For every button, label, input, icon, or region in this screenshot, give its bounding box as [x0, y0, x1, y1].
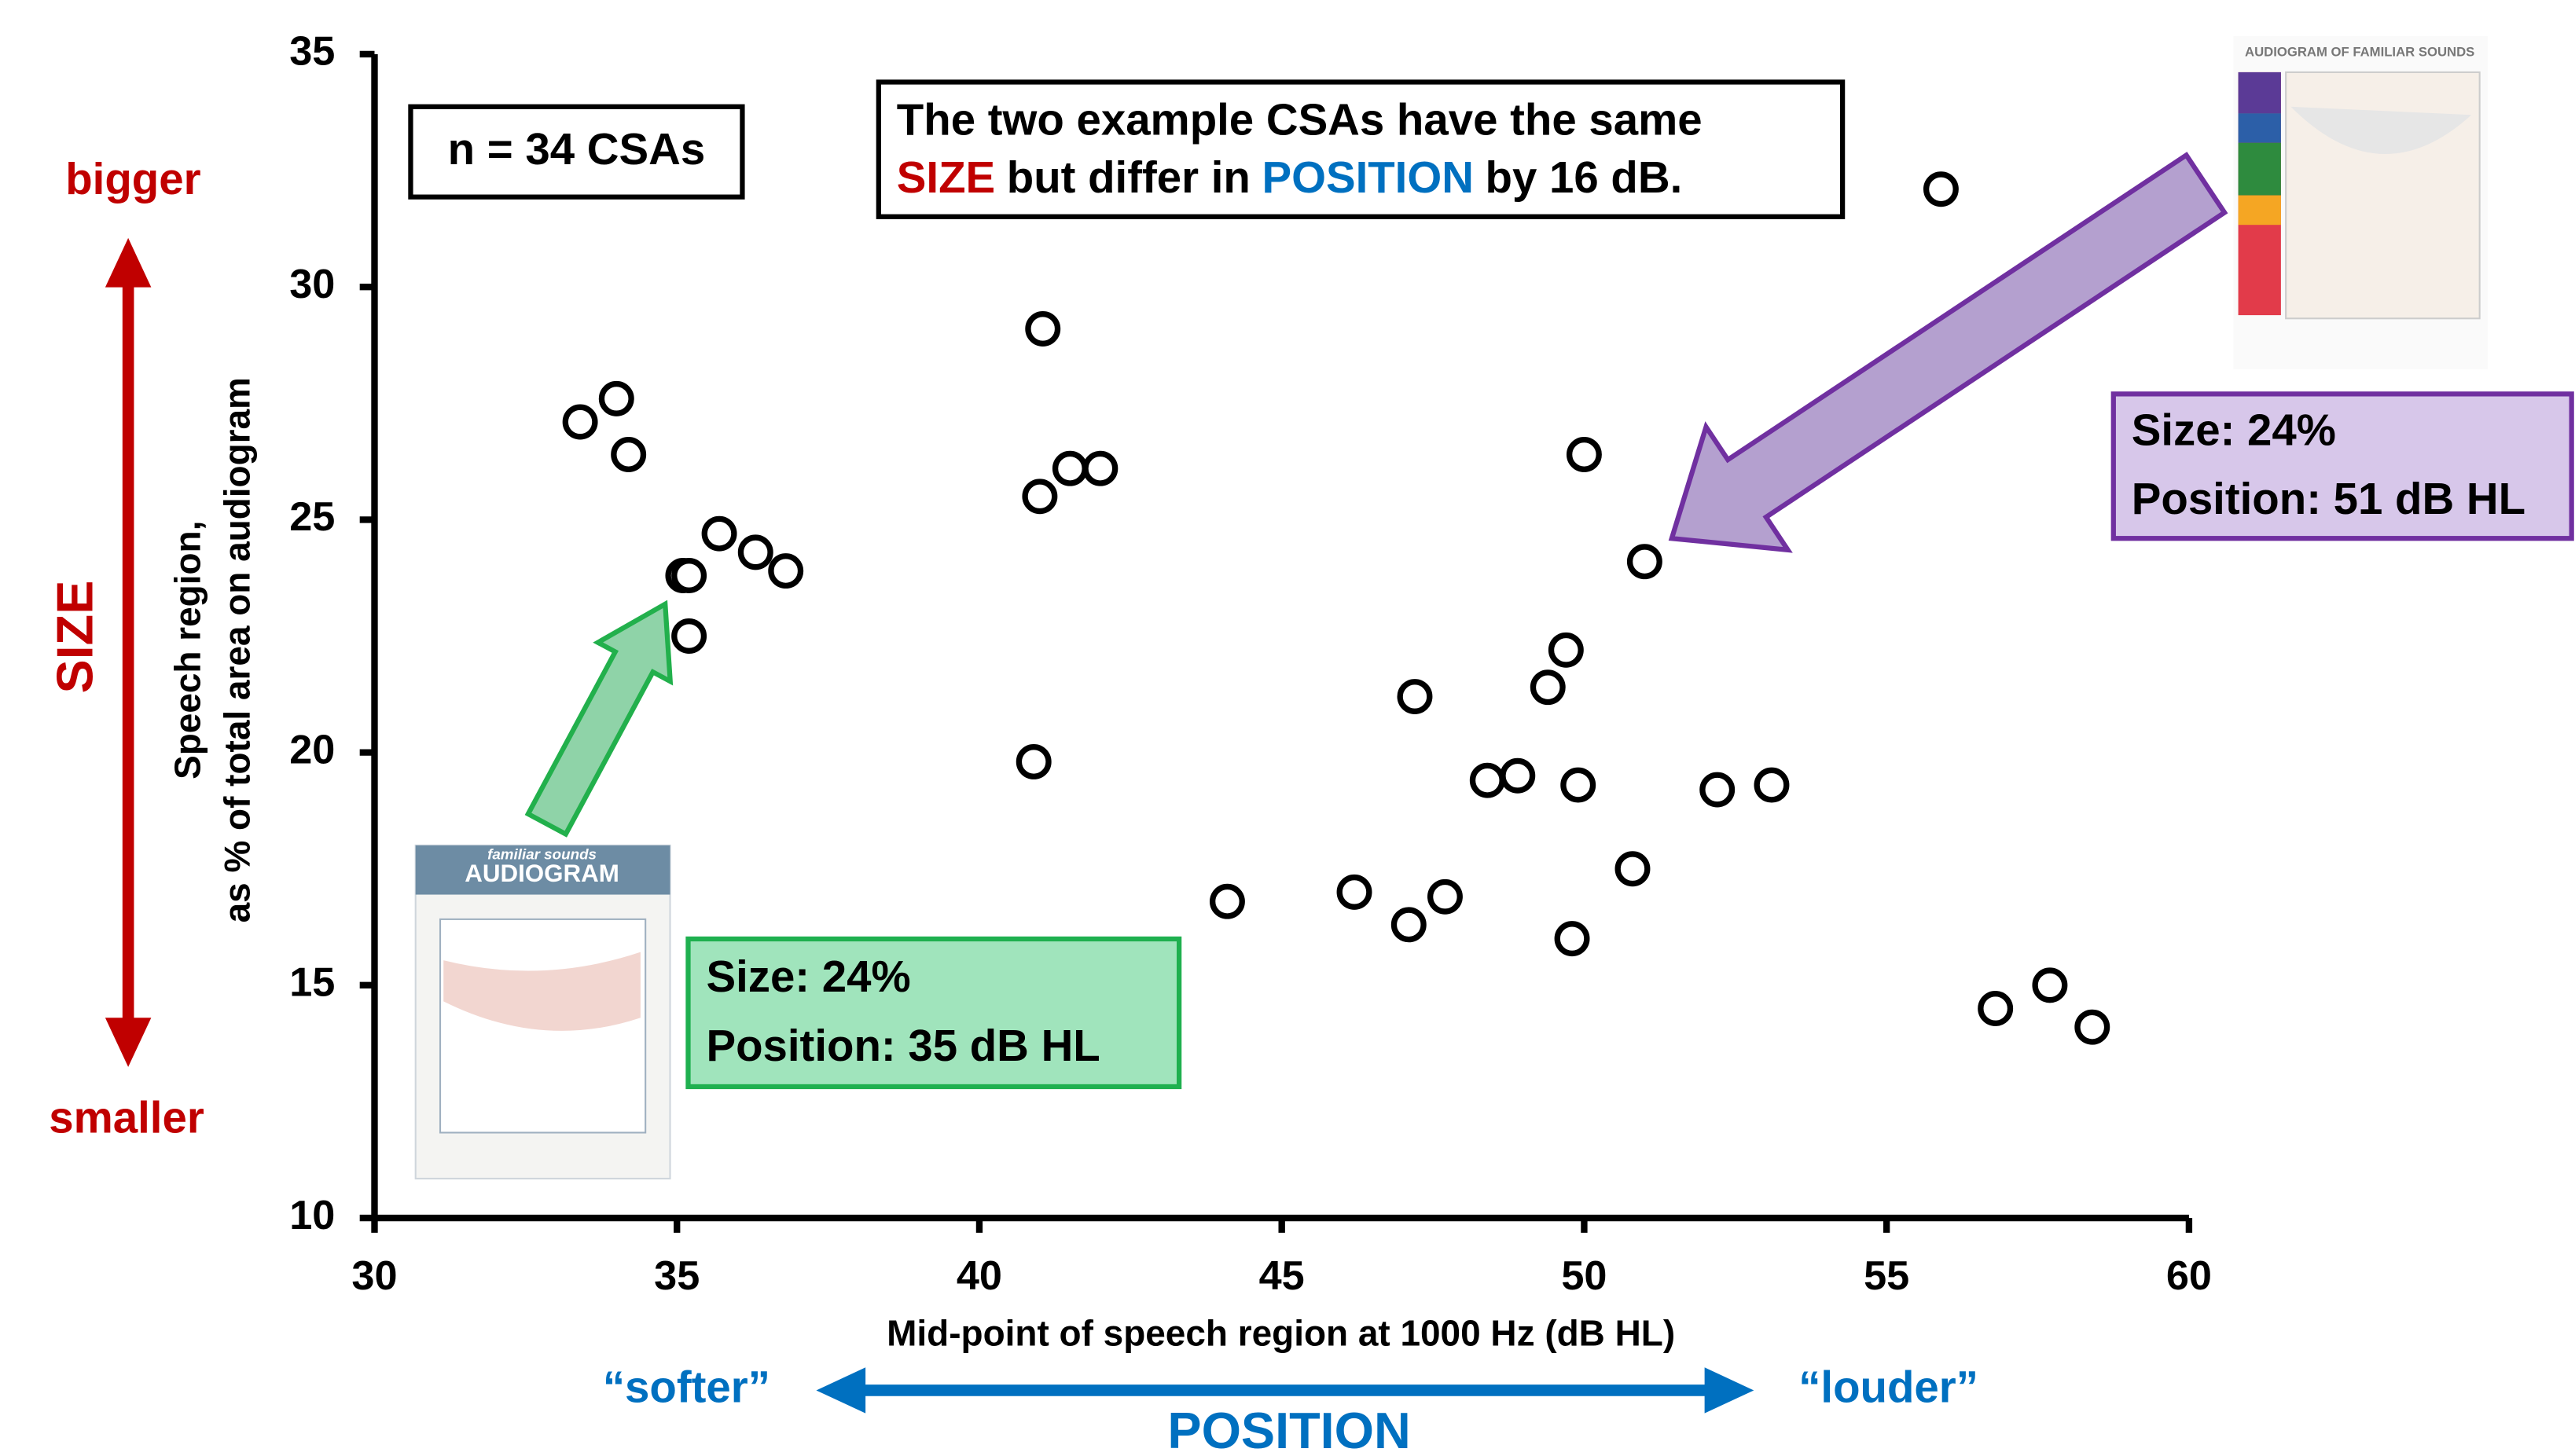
- headline-part: POSITION: [1262, 152, 1473, 202]
- x-axis-label: Mid-point of speech region at 1000 Hz (d…: [887, 1313, 1675, 1354]
- point: [1570, 440, 1600, 470]
- point: [1213, 886, 1243, 916]
- example-left: Position: 35 dB HL: [706, 1021, 1100, 1070]
- point: [771, 556, 801, 586]
- y-tick-label: 20: [289, 727, 335, 772]
- chart: familiar sounds AUDIOGRAM AUDIOGRAM OF F…: [0, 0, 2575, 1456]
- y-axis-label: as % of total area on audiogram: [216, 377, 257, 922]
- thumbnail-left: familiar sounds AUDIOGRAM: [416, 845, 670, 1179]
- point: [1557, 924, 1587, 954]
- headline: The two example CSAs have the same: [897, 95, 1703, 145]
- point: [704, 519, 734, 548]
- point: [1085, 453, 1115, 483]
- position-title: POSITION: [1167, 1402, 1410, 1456]
- point: [1431, 882, 1460, 911]
- point: [1394, 910, 1423, 940]
- point: [1927, 174, 1956, 204]
- size-arrow-head: [105, 238, 151, 288]
- position-arrow-head: [816, 1367, 865, 1413]
- y-tick-label: 10: [289, 1193, 335, 1238]
- example-left: Size: 24%: [706, 952, 910, 1001]
- x-tick-label: 60: [2166, 1253, 2212, 1299]
- x-tick-label: 45: [1259, 1253, 1305, 1299]
- n-label: n = 34 CSAs: [448, 124, 706, 174]
- point: [740, 537, 770, 567]
- y-tick-label: 15: [289, 960, 335, 1006]
- point: [1981, 994, 2011, 1024]
- point: [1533, 673, 1563, 702]
- headline-part: by 16 dB.: [1486, 152, 1683, 202]
- thumb-title: AUDIOGRAM OF FAMILIAR SOUNDS: [2245, 44, 2474, 59]
- headline-part: but differ in: [1007, 152, 1251, 202]
- point: [674, 561, 704, 591]
- point: [2077, 1012, 2107, 1042]
- point: [2035, 970, 2065, 1000]
- point: [1473, 765, 1503, 795]
- point: [614, 440, 644, 470]
- point: [1056, 453, 1085, 483]
- position-arrow-head: [1705, 1367, 1754, 1413]
- thumbnail-right: AUDIOGRAM OF FAMILIAR SOUNDS: [2233, 36, 2488, 369]
- thumb-title: AUDIOGRAM: [465, 860, 619, 887]
- point: [1703, 775, 1732, 805]
- headline-part: SIZE: [897, 152, 995, 202]
- x-tick-label: 55: [1864, 1253, 1909, 1299]
- position-louder: “louder”: [1798, 1362, 1978, 1411]
- point: [1028, 314, 1058, 344]
- point: [565, 407, 595, 437]
- point: [1552, 635, 1581, 665]
- point: [601, 384, 631, 414]
- x-tick-label: 40: [957, 1253, 1002, 1299]
- point: [1503, 761, 1533, 790]
- green-arrow: [528, 604, 670, 834]
- size-title: SIZE: [46, 581, 104, 694]
- point: [1400, 682, 1430, 712]
- x-tick-label: 50: [1561, 1253, 1607, 1299]
- example-right: Position: 51 dB HL: [2132, 474, 2525, 523]
- size-arrow-head: [105, 1018, 151, 1067]
- example-right: Size: 24%: [2132, 405, 2336, 454]
- y-tick-label: 25: [289, 494, 335, 540]
- size-smaller: smaller: [49, 1093, 204, 1142]
- point: [674, 622, 704, 651]
- position-softer: “softer”: [603, 1362, 770, 1411]
- point: [1630, 547, 1660, 577]
- point: [1025, 482, 1055, 512]
- size-bigger: bigger: [65, 154, 200, 204]
- y-tick-label: 30: [289, 262, 335, 307]
- y-axis-label: Speech region,: [167, 521, 208, 779]
- y-tick-label: 35: [289, 29, 335, 75]
- point: [1339, 878, 1369, 908]
- point: [1757, 770, 1787, 800]
- point: [1019, 747, 1049, 777]
- x-tick-label: 30: [351, 1253, 397, 1299]
- x-tick-label: 35: [654, 1253, 700, 1299]
- point: [1618, 854, 1647, 884]
- point: [1563, 770, 1593, 800]
